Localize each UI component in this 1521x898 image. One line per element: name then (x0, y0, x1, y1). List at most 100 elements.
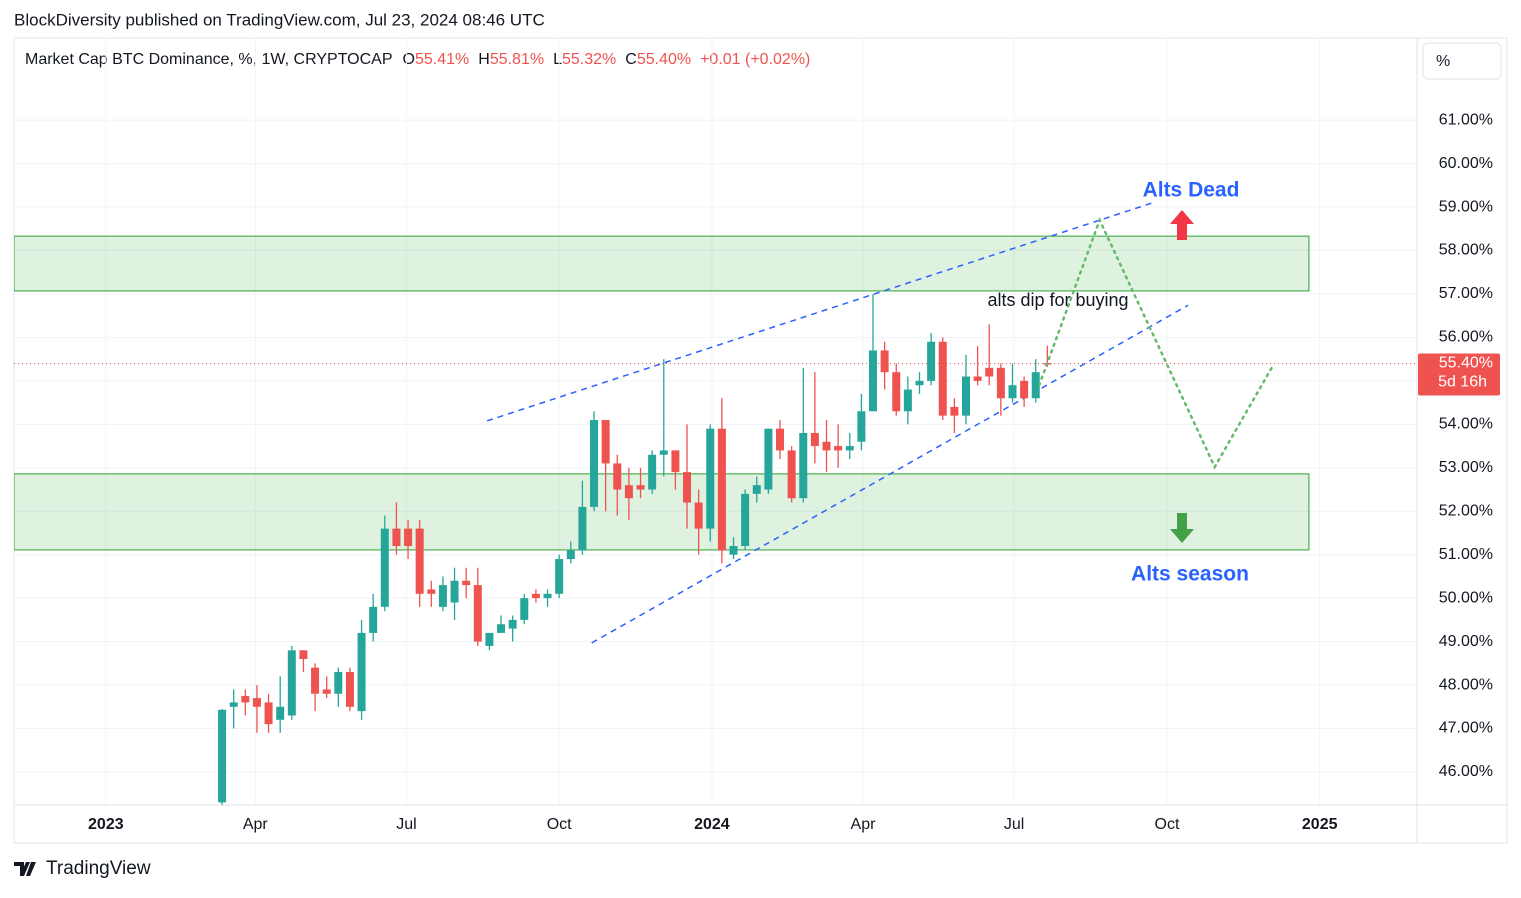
candle-body (799, 433, 808, 499)
candle-body (683, 472, 692, 503)
x-tick-label: 2025 (1302, 816, 1338, 833)
candle-body (276, 706, 285, 720)
candle-body (520, 598, 529, 620)
y-tick-label: 61.00% (1439, 111, 1493, 128)
candle-body (845, 446, 854, 451)
candle-body (729, 546, 738, 555)
zone (14, 235, 1310, 292)
x-tick-label: Oct (1155, 816, 1180, 833)
y-tick-label: 52.00% (1439, 502, 1493, 519)
candle-body (555, 559, 564, 594)
candle-body (218, 709, 227, 803)
candle-body (950, 406, 959, 416)
y-tick-label: 48.00% (1439, 676, 1493, 693)
candle-body (764, 428, 773, 490)
down-arrow (1170, 513, 1194, 543)
x-tick-label: Oct (547, 816, 572, 833)
candle-body (415, 528, 424, 594)
candle-body (345, 672, 354, 707)
candle-body (810, 433, 819, 447)
candle-body (578, 506, 587, 551)
y-tick-label: 51.00% (1439, 546, 1493, 563)
candle-body (706, 428, 715, 529)
candle-body (624, 485, 633, 499)
candle-body (857, 411, 866, 442)
unit-button[interactable] (1422, 42, 1502, 80)
x-tick-label: Jul (396, 816, 416, 833)
publisher: BlockDiversity published on TradingView.… (14, 10, 545, 29)
legend-text: Market Cap BTC Dominance, %, 1W, CRYPTOC… (25, 51, 810, 68)
candle-body (694, 502, 703, 529)
candle-body (543, 593, 552, 599)
x-tick-label: Apr (851, 816, 877, 833)
candle-body (636, 485, 645, 490)
candle-body (613, 463, 622, 490)
candle-body (508, 619, 517, 629)
annotation: Alts season (1131, 563, 1249, 586)
annotation: Alts Dead (1143, 179, 1240, 202)
candle-body (869, 350, 878, 412)
candle-body (392, 528, 401, 547)
candle-body (241, 695, 250, 703)
legend-item: Market Cap BTC Dominance, %, 1W, CRYPTOC… (25, 51, 393, 68)
x-tick-label: Jul (1004, 816, 1024, 833)
y-tick-label: 57.00% (1439, 285, 1493, 302)
unit-label: % (1436, 53, 1450, 70)
candle-body (938, 341, 947, 416)
candle-body (961, 376, 970, 416)
trend-line (486, 201, 1155, 422)
y-tick-label: 49.00% (1439, 633, 1493, 650)
up-arrow (1170, 210, 1194, 240)
x-tick-label: Apr (243, 816, 269, 833)
y-tick-label: 59.00% (1439, 198, 1493, 215)
candle-body (322, 689, 331, 694)
candle-body (996, 367, 1005, 399)
candle-body (229, 702, 238, 707)
candle-body (671, 450, 680, 473)
candle-body (880, 350, 889, 373)
projection (1037, 216, 1273, 470)
price-badge (1418, 353, 1500, 396)
candle-body (927, 341, 936, 381)
candle-body (601, 419, 610, 464)
candle-body (752, 485, 761, 494)
candle-body (1020, 380, 1029, 399)
y-tick-label: 54.00% (1439, 416, 1493, 433)
frame (13, 37, 1508, 844)
candle-body (334, 672, 343, 694)
candle-body (776, 428, 785, 451)
y-tick-label: 53.00% (1439, 459, 1493, 476)
legend: Market Cap BTC Dominance, %, 1W, CRYPTOC… (25, 51, 810, 68)
candle-body (287, 650, 296, 716)
candle-body (717, 428, 726, 551)
candle-body (450, 580, 459, 603)
price-label: 55.40% (1439, 355, 1493, 372)
candle-body (380, 528, 389, 607)
legend-item: 55.81% (490, 51, 544, 68)
candle-body (357, 632, 366, 712)
candle-body (485, 632, 494, 646)
candle-body (497, 624, 506, 633)
legend-item: +0.01 (+0.02%) (700, 51, 810, 68)
candle-body (369, 606, 378, 633)
y-tick-label: 60.00% (1439, 155, 1493, 172)
candle-body (252, 698, 261, 707)
candle-body (973, 376, 982, 381)
candle-body (659, 450, 668, 455)
plot (14, 38, 1417, 805)
candle-body (985, 367, 994, 377)
candle-body (566, 550, 575, 560)
candle-body (903, 389, 912, 412)
candle-body (590, 419, 599, 507)
candle-body (438, 585, 447, 607)
candle-body (822, 441, 831, 451)
candle-body (1008, 385, 1017, 399)
legend-item: O (403, 51, 415, 68)
legend-item: C (625, 51, 637, 68)
brand: TradingView (46, 858, 151, 879)
candle-body (299, 650, 308, 659)
legend-item: 55.41% (415, 51, 469, 68)
y-tick-label: 58.00% (1439, 242, 1493, 259)
y-tick-label: 46.00% (1439, 763, 1493, 780)
candle-body (648, 454, 657, 490)
